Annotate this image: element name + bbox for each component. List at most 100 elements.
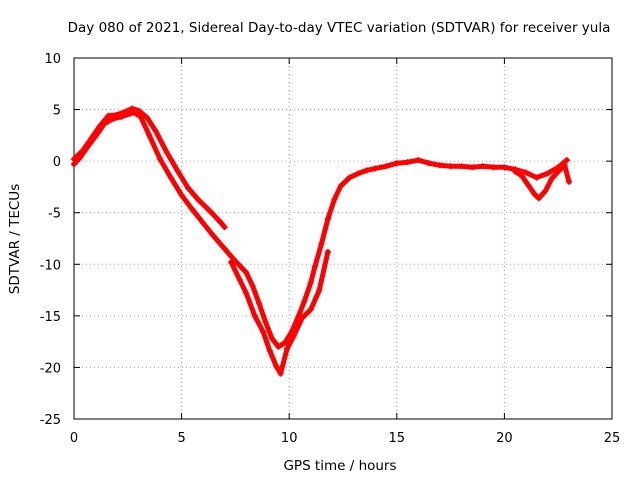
data-point [129, 105, 136, 112]
data-point [251, 312, 258, 319]
series-line-sdtvar-tail [512, 162, 572, 201]
data-point [256, 300, 263, 307]
data-point [518, 172, 525, 179]
data-point [277, 370, 284, 377]
data-point [262, 319, 269, 326]
y-tick-label: -5 [48, 207, 61, 222]
data-point [307, 279, 314, 286]
data-point [565, 178, 572, 185]
data-point [157, 156, 164, 163]
data-point [337, 182, 344, 189]
data-point [206, 207, 213, 214]
y-tick-label: 0 [53, 155, 61, 170]
data-point [404, 159, 411, 166]
data-point [301, 298, 308, 305]
data-point [561, 162, 568, 169]
data-point [512, 168, 519, 175]
data-point [228, 259, 235, 266]
data-point [249, 282, 256, 289]
data-point [167, 174, 174, 181]
data-point [436, 162, 443, 169]
data-point [146, 132, 153, 139]
data-point [174, 167, 181, 174]
data-point [469, 164, 476, 171]
data-point [458, 163, 465, 170]
y-tick-label: -20 [40, 361, 61, 376]
data-point [232, 258, 239, 265]
data-point [243, 290, 250, 297]
y-tick-label: -25 [40, 413, 61, 428]
x-tick-label: 15 [389, 431, 406, 446]
data-point [355, 170, 362, 177]
data-point [135, 107, 142, 114]
data-point [221, 224, 228, 231]
data-point [221, 245, 228, 252]
data-point [185, 184, 192, 191]
data-point [281, 339, 288, 346]
data-point [548, 175, 555, 182]
data-point [544, 170, 551, 177]
data-point [501, 164, 508, 171]
data-point [316, 287, 323, 294]
data-point [273, 363, 280, 370]
y-tick-label: -15 [40, 310, 61, 325]
data-point [542, 188, 549, 195]
data-point [426, 160, 433, 167]
data-point [217, 218, 224, 225]
data-point [535, 195, 542, 202]
data-point [114, 111, 121, 118]
data-point [200, 220, 207, 227]
data-point [318, 240, 325, 247]
data-point [346, 174, 353, 181]
data-point [122, 108, 129, 115]
data-series [71, 105, 572, 377]
x-tick-label: 0 [70, 431, 78, 446]
data-point [195, 197, 202, 204]
data-point [447, 163, 454, 170]
series-line-sdtvar-upper [71, 106, 228, 230]
data-point [312, 263, 319, 270]
data-point [152, 128, 159, 135]
data-point [71, 156, 77, 163]
data-point [393, 160, 400, 167]
data-point [299, 314, 306, 321]
x-tick-label: 25 [604, 431, 621, 446]
x-tick-label: 20 [496, 431, 513, 446]
data-point [525, 181, 532, 188]
data-point [307, 306, 314, 313]
data-point [563, 157, 570, 164]
y-tick-label: 5 [53, 104, 61, 119]
data-point [531, 191, 538, 198]
data-point [105, 112, 112, 119]
x-axis-label: GPS time / hours [283, 458, 396, 474]
x-tick-label: 10 [281, 431, 298, 446]
data-point [266, 347, 273, 354]
data-point [189, 206, 196, 213]
x-tick-label: 5 [177, 431, 185, 446]
data-point [260, 329, 267, 336]
series-line-sdtvar-lower [228, 249, 331, 377]
chart-title: Day 080 of 2021, Sidereal Day-to-day VTE… [68, 20, 611, 36]
data-point [210, 233, 217, 240]
data-point [479, 163, 486, 170]
data-point [363, 167, 370, 174]
data-point [324, 215, 331, 222]
data-point [284, 345, 291, 352]
data-point [178, 192, 185, 199]
grid-lines [74, 58, 612, 419]
data-point [236, 276, 243, 283]
data-point [324, 248, 331, 255]
data-point [490, 164, 497, 171]
data-point [268, 335, 275, 342]
data-point [88, 135, 95, 142]
y-axis-label: SDTVAR / TECUs [7, 184, 23, 294]
series-line-sdtvar [71, 110, 570, 350]
data-point [555, 168, 562, 175]
y-tick-label: 10 [44, 52, 61, 67]
data-point [331, 196, 338, 203]
data-point [383, 163, 390, 170]
plot-frame [73, 57, 613, 420]
data-point [163, 148, 170, 155]
data-point [144, 114, 151, 121]
